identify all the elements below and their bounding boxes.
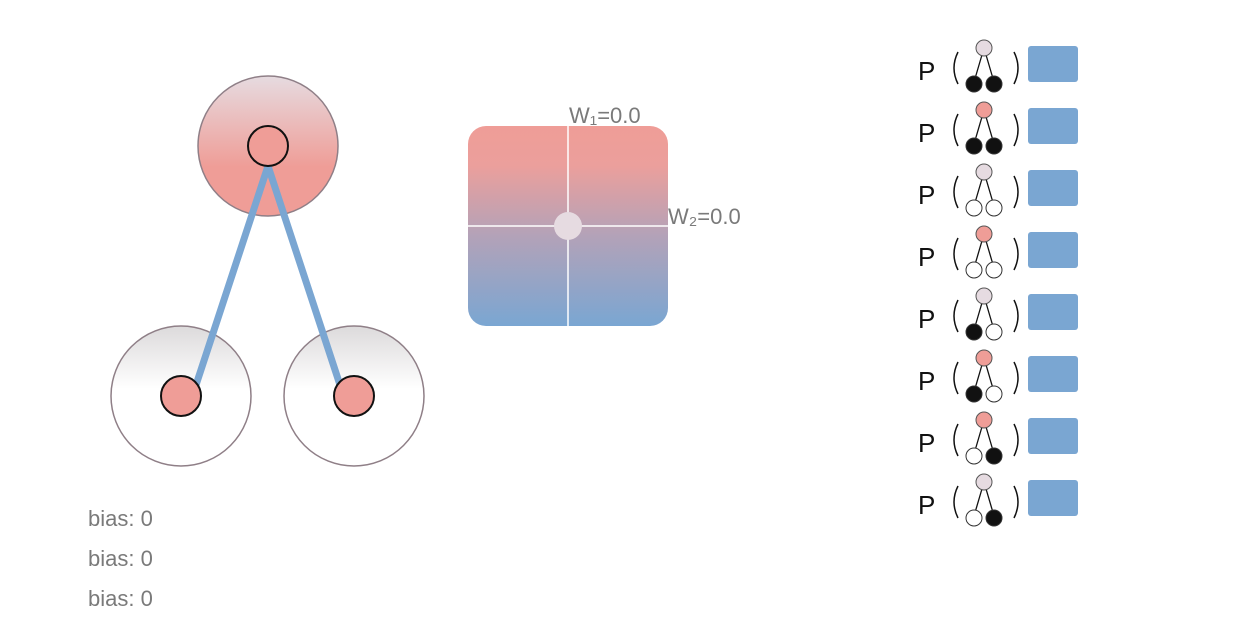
probability-row: P: [918, 225, 1088, 282]
probability-row: P: [918, 101, 1088, 158]
configuration-glyph: [953, 411, 1019, 465]
configuration-glyph: [953, 225, 1019, 279]
probability-bar: [1028, 294, 1078, 330]
glyph-top-node: [975, 287, 993, 305]
configuration-glyph: [953, 287, 1019, 341]
glyph-left-node: [965, 447, 983, 465]
probability-symbol: P: [918, 366, 936, 396]
bias-left: bias: 0: [88, 546, 153, 572]
open-paren: [953, 113, 959, 147]
close-paren: [1013, 361, 1019, 395]
glyph-left-node: [965, 323, 983, 341]
close-paren: [1013, 175, 1019, 209]
configuration-glyph: [953, 39, 1019, 93]
configuration-glyph: [953, 349, 1019, 403]
probability-symbol: P: [918, 490, 936, 520]
glyph-right-node: [985, 385, 1003, 403]
glyph-right-node: [985, 509, 1003, 527]
open-paren: [953, 423, 959, 457]
bias-right: bias: 0: [88, 586, 153, 612]
bias-value: 0: [140, 546, 153, 571]
glyph-top-node: [975, 411, 993, 429]
edge-left[interactable]: [192, 162, 272, 389]
probability-symbol: P: [918, 428, 936, 458]
edge-right[interactable]: [264, 162, 344, 389]
probability-row: P: [918, 473, 1088, 530]
glyph-left-node: [965, 137, 983, 155]
probability-symbol: P: [918, 180, 936, 210]
probability-row: P: [918, 349, 1088, 406]
probability-bar: [1028, 418, 1078, 454]
network-diagram: [110, 75, 425, 467]
open-paren: [953, 299, 959, 333]
probability-bar: [1028, 46, 1078, 82]
open-paren: [953, 361, 959, 395]
open-paren: [953, 485, 959, 519]
glyph-top-node: [975, 39, 993, 57]
close-paren: [1013, 485, 1019, 519]
close-paren: [1013, 423, 1019, 457]
glyph-right-node: [985, 137, 1003, 155]
configuration-glyph: [953, 101, 1019, 155]
glyph-left-node: [965, 509, 983, 527]
bias-top: bias: 0: [88, 506, 153, 532]
probability-row: P: [918, 39, 1088, 96]
glyph-right-node: [985, 75, 1003, 93]
open-paren: [953, 51, 959, 85]
probability-bar: [1028, 170, 1078, 206]
close-paren: [1013, 51, 1019, 85]
top-neuron[interactable]: [247, 125, 289, 167]
glyph-left-node: [965, 261, 983, 279]
glyph-top-node: [975, 473, 993, 491]
configuration-glyph: [953, 163, 1019, 217]
weight-handle[interactable]: [554, 212, 582, 240]
probability-symbol: P: [918, 304, 936, 334]
open-paren: [953, 237, 959, 271]
glyph-left-node: [965, 199, 983, 217]
configuration-glyph: [953, 473, 1019, 527]
close-paren: [1013, 113, 1019, 147]
probability-bar: [1028, 232, 1078, 268]
bias-value: 0: [140, 506, 153, 531]
probability-row: P: [918, 411, 1088, 468]
close-paren: [1013, 237, 1019, 271]
bias-label: bias:: [88, 586, 135, 611]
weight-space-panel[interactable]: [468, 126, 668, 326]
bias-label: bias:: [88, 506, 135, 531]
glyph-right-node: [985, 323, 1003, 341]
glyph-right-node: [985, 261, 1003, 279]
bottom-right-neuron[interactable]: [333, 375, 375, 417]
probability-bar: [1028, 480, 1078, 516]
glyph-left-node: [965, 385, 983, 403]
probability-row: P: [918, 163, 1088, 220]
bottom-left-neuron[interactable]: [160, 375, 202, 417]
w1-label: W₁=0.0: [569, 103, 641, 128]
glyph-top-node: [975, 349, 993, 367]
open-paren: [953, 175, 959, 209]
w2-label: W₂=0.0: [668, 204, 741, 229]
probability-bar: [1028, 108, 1078, 144]
glyph-left-node: [965, 75, 983, 93]
probability-bar: [1028, 356, 1078, 392]
probability-symbol: P: [918, 242, 936, 272]
probability-row: P: [918, 287, 1088, 344]
glyph-top-node: [975, 225, 993, 243]
glyph-right-node: [985, 199, 1003, 217]
glyph-top-node: [975, 101, 993, 119]
glyph-top-node: [975, 163, 993, 181]
close-paren: [1013, 299, 1019, 333]
glyph-right-node: [985, 447, 1003, 465]
probability-symbol: P: [918, 118, 936, 148]
probability-symbol: P: [918, 56, 936, 86]
bias-value: 0: [140, 586, 153, 611]
bias-label: bias:: [88, 546, 135, 571]
